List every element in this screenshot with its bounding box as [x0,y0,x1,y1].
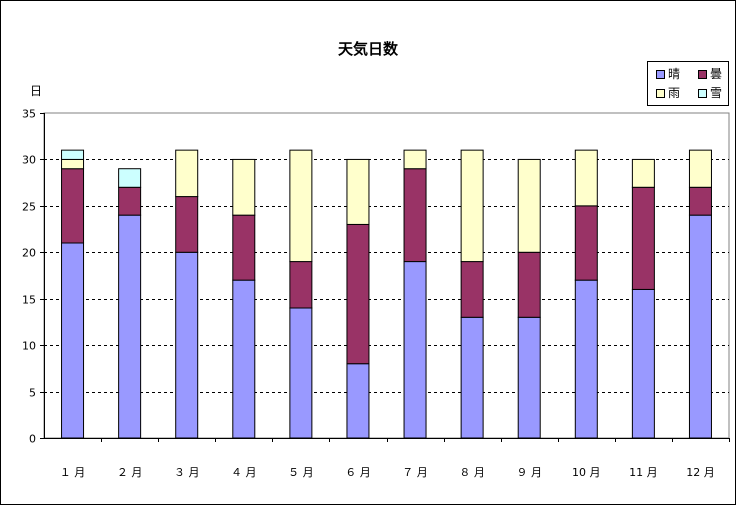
bar-cloudy-5 [289,261,313,309]
y-tick-label: 25 [22,201,36,214]
bar-rain-5 [289,149,313,263]
bar-cloudy-2 [118,186,142,216]
legend-label-snow: 雪 [710,86,723,100]
legend: 晴 曇 雨 雪 [647,61,729,106]
bar-cloudy-11 [631,186,655,290]
y-tick-label: 35 [22,108,36,121]
bar-rain-9 [517,158,541,253]
bar-sunny-12 [688,214,712,439]
x-tick-label: ５ 月 [288,466,314,479]
y-tick-label: 0 [29,433,36,446]
bar-cloudy-3 [175,196,199,253]
bar-rain-6 [346,158,370,225]
bar-sunny-9 [517,316,541,439]
bar-sunny-11 [631,288,655,439]
bar-sunny-5 [289,307,313,439]
bar-cloudy-7 [403,168,427,263]
bar-cloudy-9 [517,251,541,318]
bar-rain-4 [232,158,256,216]
bar-rain-1 [61,158,85,170]
bar-rain-3 [175,149,199,198]
legend-label-rain: 雨 [668,86,681,100]
y-axis-label: 日 [30,84,43,98]
bar-sunny-4 [232,279,256,439]
bar-cloudy-6 [346,223,370,365]
bar-sunny-10 [574,279,598,439]
x-tick-label: ４ 月 [231,466,257,479]
y-tick-label: 30 [22,154,36,167]
legend-swatch-sunny [656,70,665,79]
legend-swatch-rain [656,89,665,98]
legend-swatch-snow [698,89,707,98]
legend-swatch-cloudy [698,70,707,79]
bar-cloudy-10 [574,205,598,281]
x-tick-label: 12 月 [686,466,715,479]
plot-area [43,112,730,439]
x-tick-label: 10 月 [572,466,601,479]
x-tick-label: ６ 月 [345,466,371,479]
bar-sunny-2 [118,214,142,439]
bar-snow-1 [61,149,85,160]
bar-cloudy-1 [61,168,85,244]
chart-title: 天気日数 [337,40,398,58]
bar-rain-10 [574,149,598,207]
y-tick-label: 10 [22,340,36,353]
bar-snow-2 [118,168,142,188]
y-tick-label: 15 [22,294,36,307]
bar-cloudy-12 [688,186,712,216]
x-tick-label: ７ 月 [402,466,428,479]
bar-sunny-8 [460,316,484,439]
bar-rain-11 [631,158,655,188]
bar-sunny-1 [61,242,85,439]
y-tick-label: 5 [29,387,36,400]
x-tick-label: １ 月 [60,466,86,479]
x-tick-label: 11 月 [629,466,658,479]
x-tick-label: ８ 月 [459,466,485,479]
bar-sunny-7 [403,261,427,439]
x-tick-label: ９ 月 [516,466,542,479]
bar-sunny-3 [175,251,199,439]
bar-rain-7 [403,149,427,170]
bar-cloudy-8 [460,261,484,318]
legend-label-sunny: 晴 [668,67,681,81]
bar-cloudy-4 [232,214,256,281]
legend-label-cloudy: 曇 [710,67,723,81]
y-tick-label: 20 [22,247,36,260]
x-tick-label: ３ 月 [174,466,200,479]
bar-rain-12 [688,149,712,188]
bar-sunny-6 [346,363,370,439]
x-tick-label: ２ 月 [117,466,143,479]
bar-rain-8 [460,149,484,263]
